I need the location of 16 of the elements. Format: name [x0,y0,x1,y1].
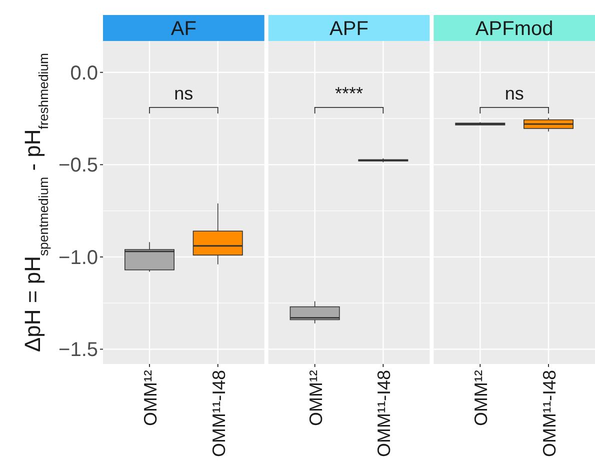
y-tick-label: −1.0 [58,246,98,269]
x-tick-label: OMM¹¹-I48 [540,370,560,457]
x-tick-label: OMM¹¹-I48 [374,370,394,457]
annotation: ns [174,83,194,104]
annotation: **** [334,83,364,104]
x-tick-label: OMM¹¹-I48 [208,370,229,457]
x-tick-label: OMM¹² [140,370,160,426]
y-tick-label: −1.5 [58,339,98,362]
y-tick-label: 0.0 [70,62,98,84]
chart-title: APFmod [475,18,554,40]
chart-title: APF [330,18,368,40]
x-tick-label: OMM¹² [306,370,326,426]
y-tick-label: −0.5 [58,154,98,177]
annotation: ns [504,83,524,104]
chart-title: AF [170,18,196,40]
x-tick-label: OMM¹² [471,370,492,426]
